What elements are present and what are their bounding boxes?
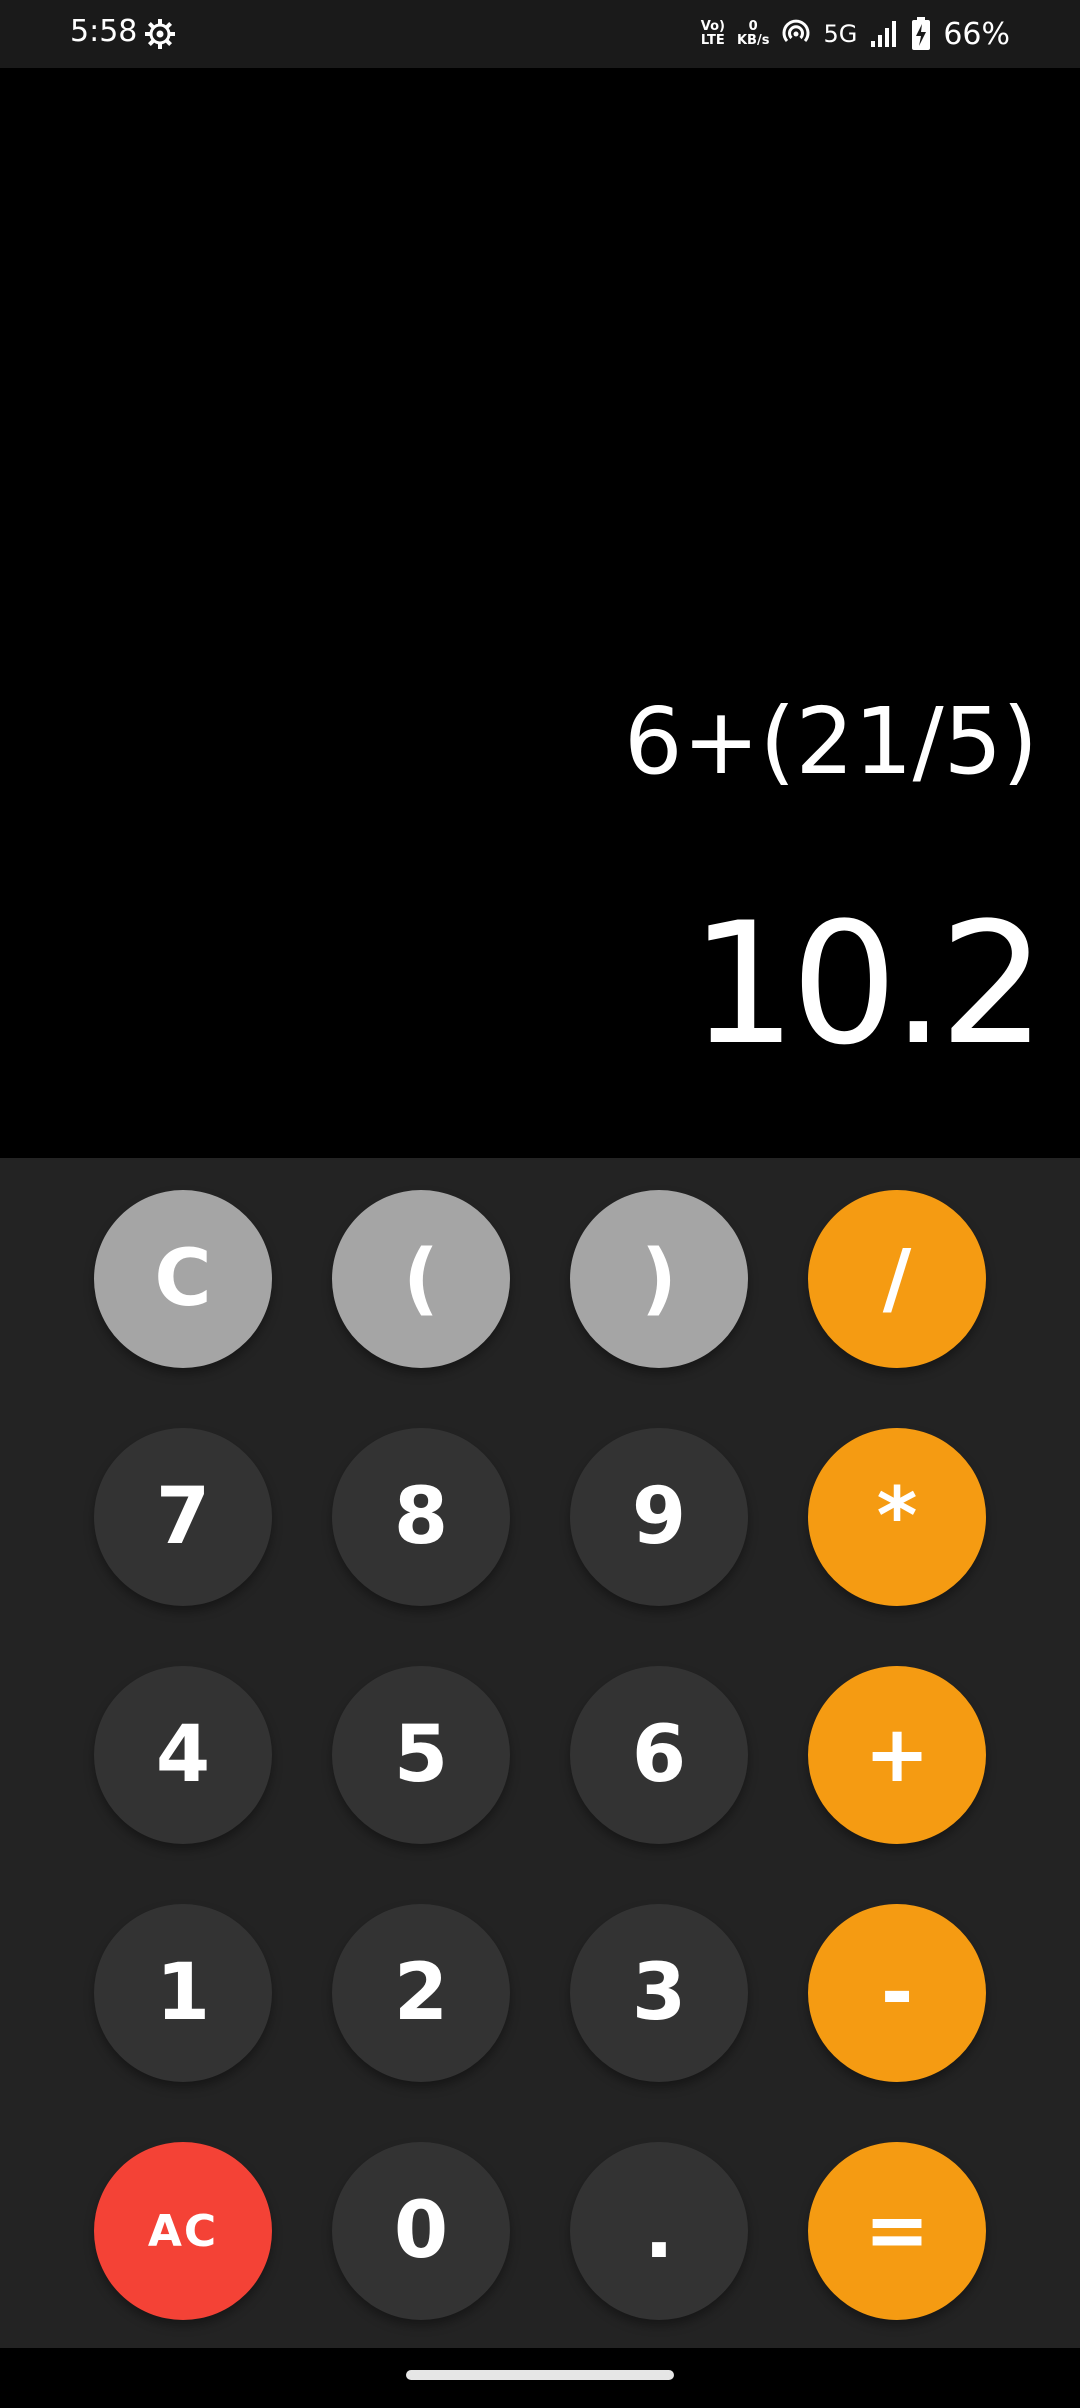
calculator-display: 6+(21/5) 10.2: [0, 68, 1080, 1158]
digit-1-button[interactable]: 1: [94, 1904, 272, 2082]
digit-8-button[interactable]: 8: [332, 1428, 510, 1606]
signal-icon: [871, 21, 897, 47]
digit-0-button[interactable]: 0: [332, 2142, 510, 2320]
gear-icon: [145, 19, 175, 49]
digit-6-button[interactable]: 6: [570, 1666, 748, 1844]
volte-top-label: Vo): [700, 19, 725, 34]
digit-9-button[interactable]: 9: [570, 1428, 748, 1606]
volte-bottom-label: LTE: [700, 33, 725, 48]
status-bar: 5:58 Vo) LTE 0 KB/s 5G: [0, 0, 1080, 68]
hotspot-icon: [782, 19, 810, 42]
speed-value: 0: [748, 19, 758, 34]
digit-4-button[interactable]: 4: [94, 1666, 272, 1844]
decimal-point-button[interactable]: .: [570, 2142, 748, 2320]
network-type: 5G: [823, 20, 858, 48]
equals-button[interactable]: =: [808, 2142, 986, 2320]
all-clear-button[interactable]: AC: [94, 2142, 272, 2320]
close-paren-button[interactable]: ): [570, 1190, 748, 1368]
keypad: C () / 7 8 9 * 4 5 6 +1 2 3- AC 0. =: [0, 1158, 1080, 2348]
expression-text: 6+(21/5): [624, 688, 1038, 795]
clear-entry-button[interactable]: C: [94, 1190, 272, 1368]
status-indicators: Vo) LTE 0 KB/s 5G 66%: [701, 12, 1010, 56]
open-paren-button[interactable]: (: [332, 1190, 510, 1368]
divide-button[interactable]: /: [808, 1190, 986, 1368]
result-text: 10.2: [689, 886, 1046, 1082]
digit-5-button[interactable]: 5: [332, 1666, 510, 1844]
volte-indicator: Vo) LTE: [701, 20, 725, 48]
digit-2-button[interactable]: 2: [332, 1904, 510, 2082]
add-button[interactable]: +: [808, 1666, 986, 1844]
navigation-bar: [0, 2348, 1080, 2408]
digit-3-button[interactable]: 3: [570, 1904, 748, 2082]
status-time: 5:58: [70, 14, 138, 49]
digit-7-button[interactable]: 7: [94, 1428, 272, 1606]
subtract-button[interactable]: -: [808, 1904, 986, 2082]
network-speed: 0 KB/s: [737, 20, 769, 48]
multiply-button[interactable]: *: [808, 1428, 986, 1606]
battery-charging-icon: [912, 17, 931, 50]
battery-percentage: 66%: [943, 16, 1010, 52]
home-indicator[interactable]: [406, 2370, 674, 2380]
speed-unit: KB/s: [736, 33, 770, 48]
